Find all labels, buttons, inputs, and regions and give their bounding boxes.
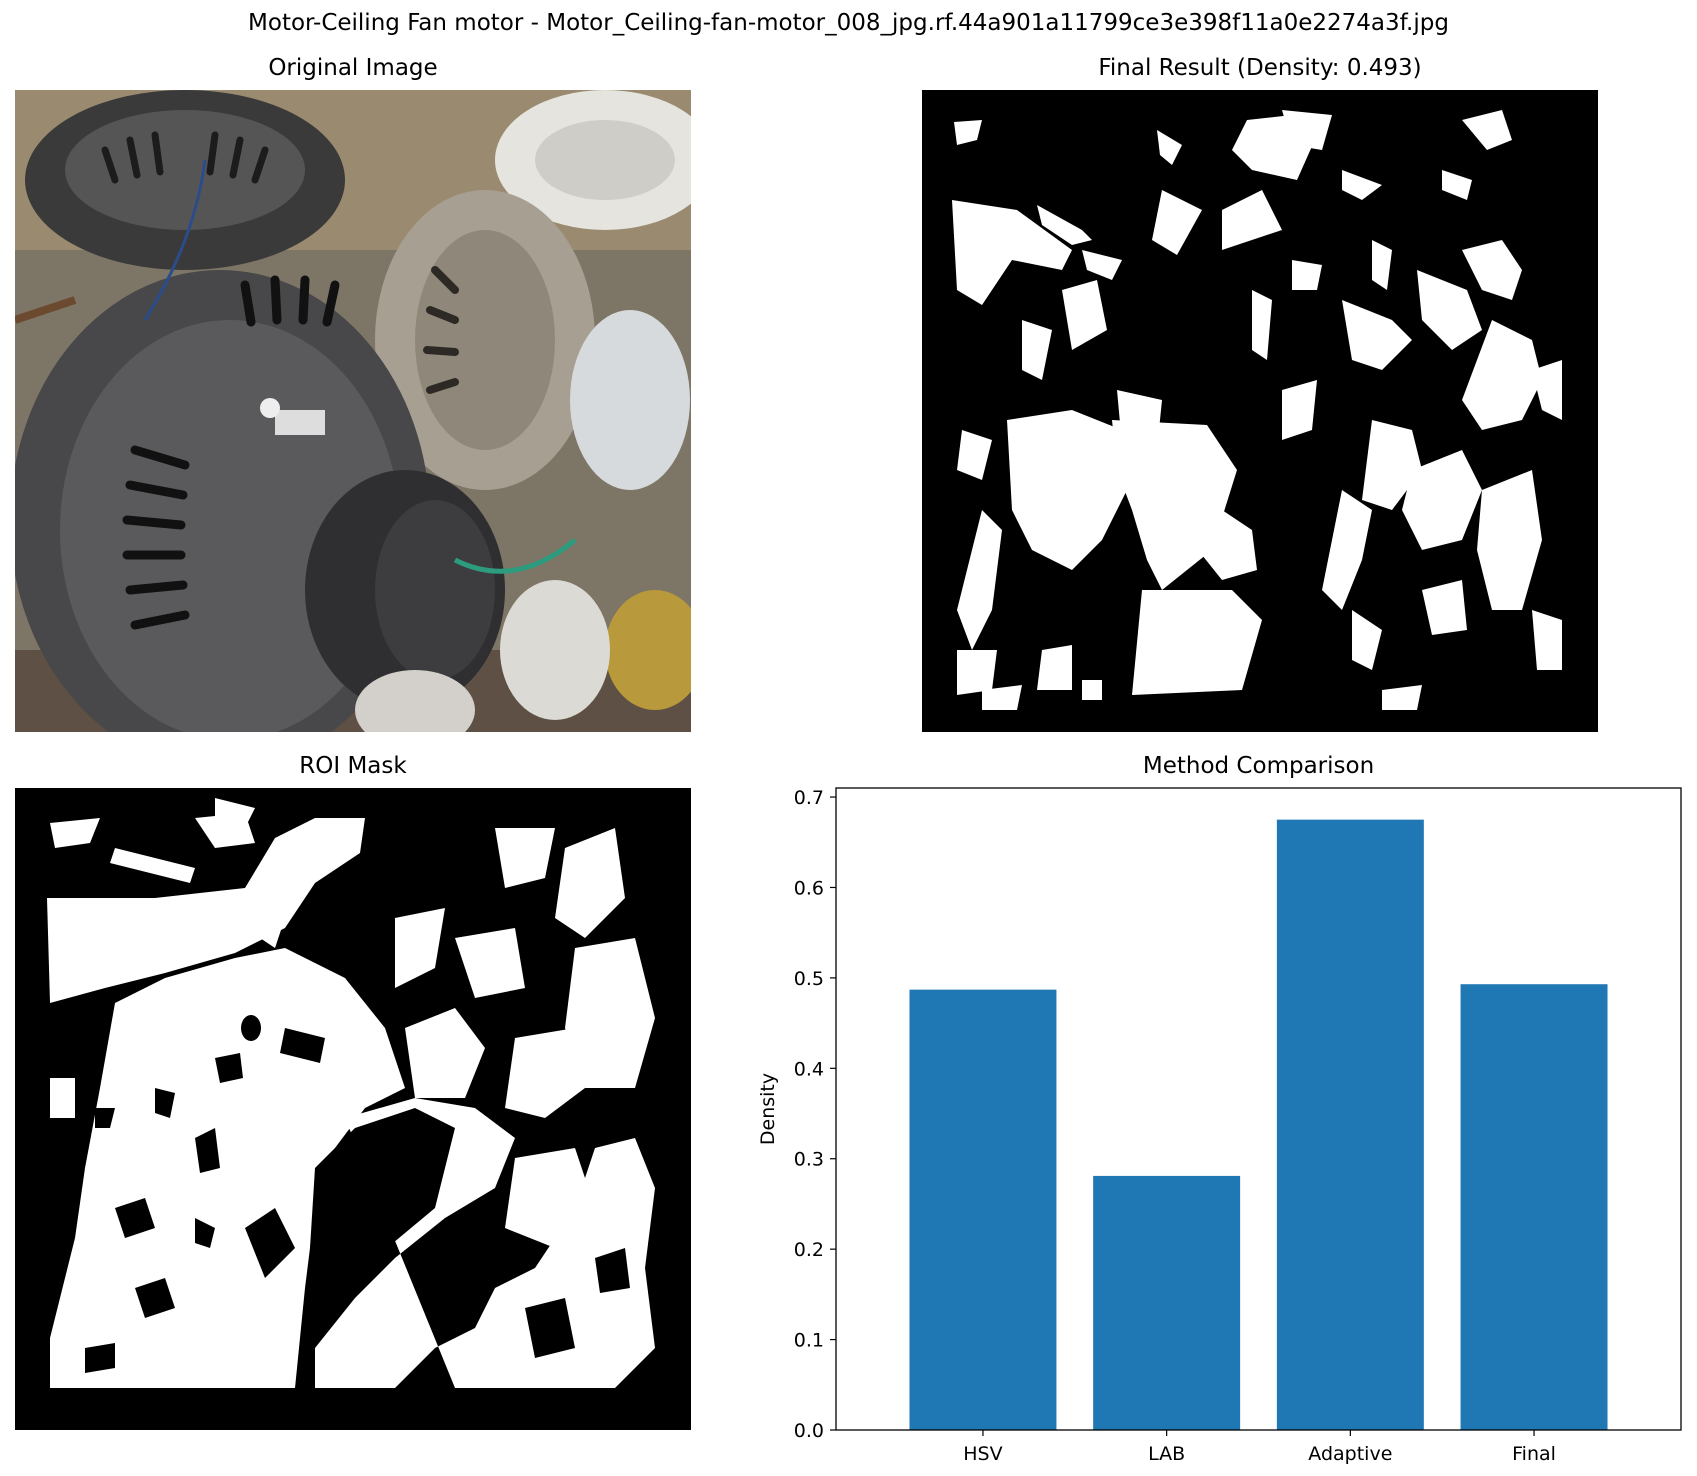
y-tick-label: 0.7 — [794, 787, 824, 809]
bar-hsv — [909, 989, 1057, 1430]
bar-adaptive — [1276, 819, 1424, 1430]
bar-final — [1460, 984, 1608, 1430]
final-result-mask — [922, 90, 1598, 732]
figure-title: Motor-Ceiling Fan motor - Motor_Ceiling-… — [248, 10, 1449, 36]
y-axis-label: Density — [757, 1073, 779, 1145]
x-tick-label: Adaptive — [1308, 1443, 1392, 1465]
roi-mask-title: ROI Mask — [299, 753, 407, 779]
y-tick-label: 0.3 — [794, 1149, 824, 1171]
x-tick-label: Final — [1512, 1443, 1556, 1465]
y-tick-label: 0.4 — [794, 1058, 824, 1080]
y-tick-label: 0.6 — [794, 877, 824, 899]
comparison-chart-title: Method Comparison — [1142, 753, 1375, 779]
x-tick-label: HSV — [963, 1443, 1002, 1465]
y-tick-label: 0.1 — [794, 1330, 824, 1352]
y-tick-label: 0.2 — [794, 1239, 824, 1261]
y-tick-label: 0.5 — [794, 968, 824, 990]
x-tick-label: LAB — [1148, 1443, 1185, 1465]
final-result-title: Final Result (Density: 0.493) — [1098, 55, 1422, 81]
plot-frame — [835, 787, 1682, 1431]
y-tick-label: 0.0 — [794, 1420, 824, 1442]
bar-lab — [1093, 1175, 1241, 1430]
roi-mask — [15, 788, 691, 1430]
original-image-title: Original Image — [268, 55, 438, 81]
original-image — [15, 90, 691, 732]
